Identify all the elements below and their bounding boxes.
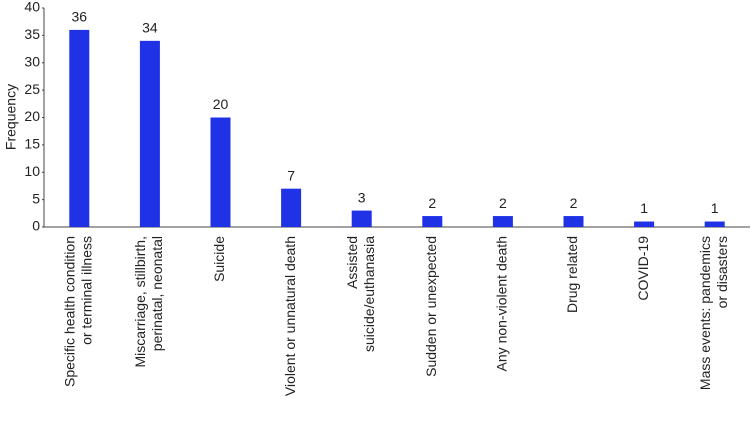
y-tick-label: 20 [24,108,40,124]
y-tick-label: 25 [24,81,40,97]
bar [281,188,302,227]
bar [351,210,372,227]
y-axis-title: Frequency [3,84,19,150]
bar [210,117,231,227]
y-tick-label: 40 [24,0,40,15]
x-tick-label: Suicide [211,236,227,282]
value-label: 2 [428,195,436,211]
value-label: 20 [213,96,229,112]
x-tick-label: Violent or unnatural death [282,236,298,396]
x-tick-label: Drug related [564,236,580,313]
x-tick-label: suicide/euthanasia [361,236,377,352]
y-tick-label: 30 [24,53,40,69]
y-tick-label: 10 [24,163,40,179]
bar [139,40,160,227]
bar [704,221,725,227]
x-tick-label: Any non-violent death [494,236,510,371]
value-label: 36 [72,9,88,25]
y-tick-label: 35 [24,26,40,42]
x-tick-label: Assisted [344,236,360,289]
value-label: 2 [499,195,507,211]
y-tick-label: 0 [32,218,40,234]
bar [634,221,655,227]
value-label: 1 [640,200,648,216]
x-tick-label: or terminal illness [79,236,95,345]
y-tick-label: 5 [32,190,40,206]
x-tick-label: Miscarriage, stillbirth, [132,236,148,367]
x-tick-label: Sudden or unexpected [423,236,439,377]
value-label: 7 [287,167,295,183]
x-tick-label: Specific health condition [62,236,78,387]
bar [563,216,584,227]
bar [422,216,443,227]
bar [69,29,90,228]
x-tick-label: COVID-19 [635,236,651,301]
y-tick-label: 15 [24,136,40,152]
value-label: 34 [142,20,158,36]
value-label: 2 [570,195,578,211]
x-tick-label: Mass events: pandemics [697,236,713,390]
x-tick-label: or disasters [714,236,730,308]
x-tick-label: perinatal, neonatal [149,236,165,351]
bar [492,216,513,227]
value-label: 1 [711,200,719,216]
value-label: 3 [358,189,366,205]
